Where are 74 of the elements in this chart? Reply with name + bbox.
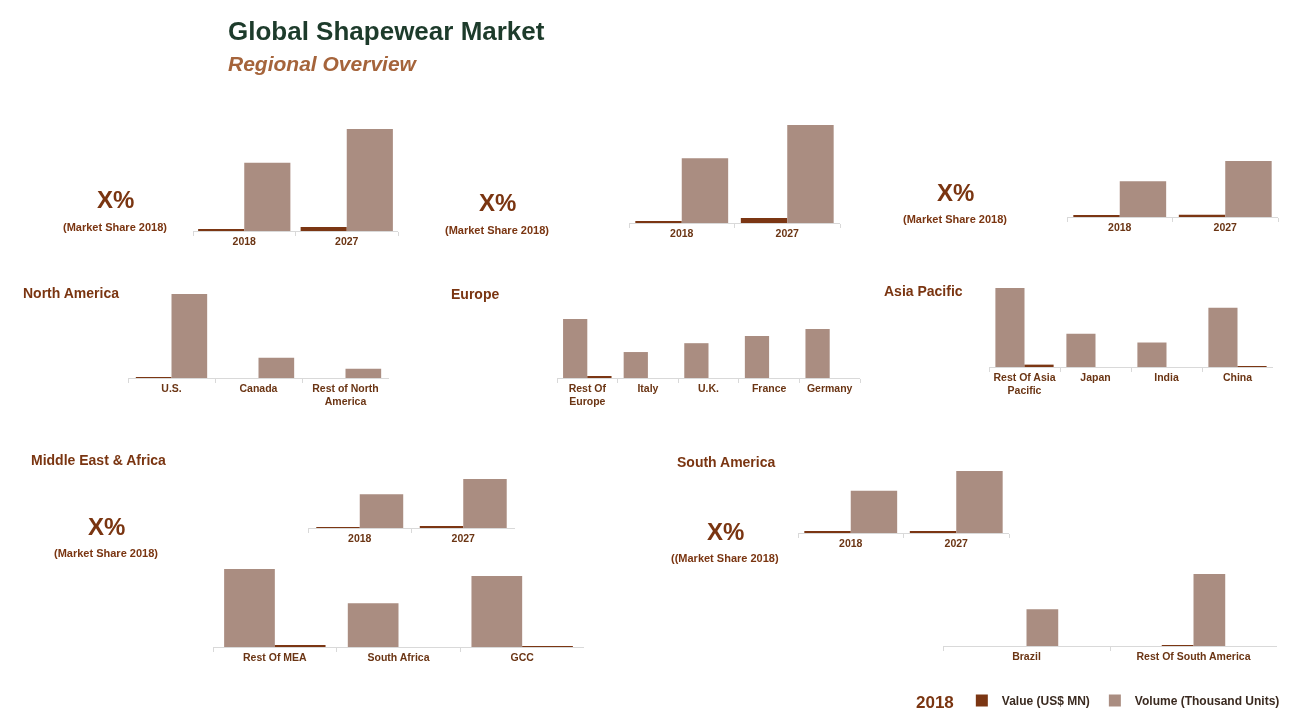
text: Europe <box>451 286 500 302</box>
text: Asia Pacific <box>884 283 963 299</box>
x-tick-label: Canada <box>239 381 278 394</box>
text: (Market Share 2018) <box>445 224 550 236</box>
bar <box>744 336 770 378</box>
bar <box>171 294 208 378</box>
bar <box>805 329 830 378</box>
bar <box>995 288 1025 367</box>
bar <box>244 162 291 231</box>
x-tick-label: 2018 <box>839 536 863 549</box>
bar <box>300 226 347 231</box>
bar <box>463 479 507 528</box>
x-tick-label: Brazil <box>1012 649 1041 662</box>
x-tick-label: 2018 <box>348 531 372 544</box>
text: X% <box>707 518 745 545</box>
x-tick-label: Rest Of MEA <box>243 650 308 663</box>
x-tick-label: Germany <box>806 381 853 394</box>
text: ((Market Share 2018) <box>671 552 779 564</box>
text: X% <box>88 513 126 540</box>
text: South America <box>677 454 776 470</box>
legend-title: 2018 <box>916 693 954 713</box>
bar <box>1137 342 1167 367</box>
x-tick-label: China <box>1222 370 1253 383</box>
text: North America <box>23 285 120 301</box>
bar <box>1119 181 1167 217</box>
bar <box>623 352 648 378</box>
x-tick-label: Rest Of Europe <box>568 381 607 408</box>
bar <box>1225 161 1272 217</box>
text: (Market Share 2018) <box>63 221 168 233</box>
x-tick-label: GCC <box>510 650 535 663</box>
bar <box>681 158 729 223</box>
text: X% <box>97 186 135 213</box>
bar <box>258 357 295 378</box>
x-tick-label: 2027 <box>1213 220 1238 233</box>
bar <box>684 343 709 378</box>
x-tick-label: 2027 <box>451 531 476 544</box>
bar <box>224 569 275 647</box>
bar <box>740 218 788 223</box>
x-tick-label: South Africa <box>367 650 430 663</box>
x-tick-label: Rest of North America <box>312 381 379 408</box>
text: Middle East & Africa <box>31 452 167 468</box>
text: Regional Overview <box>228 52 418 75</box>
bar <box>787 125 834 223</box>
bar <box>850 490 898 533</box>
text: (Market Share 2018) <box>54 547 159 559</box>
bar <box>956 471 1003 533</box>
bar <box>1066 333 1096 367</box>
bar <box>359 494 404 528</box>
bar <box>563 319 588 378</box>
x-tick-label: 2018 <box>670 226 694 239</box>
x-tick-label: Rest Of Asia Pacific <box>993 370 1056 397</box>
text: X% <box>479 189 517 216</box>
x-tick-label: 2027 <box>944 536 969 549</box>
bar <box>346 129 393 231</box>
x-tick-label: Japan <box>1080 370 1111 383</box>
text: X% <box>937 179 975 206</box>
x-tick-label: U.S. <box>161 381 182 394</box>
x-tick-label: U.K. <box>698 381 720 394</box>
x-tick-label: Rest Of South America <box>1136 649 1251 662</box>
x-tick-label: Italy <box>637 381 659 394</box>
bar <box>471 576 523 647</box>
text: (Market Share 2018) <box>903 213 1008 225</box>
x-tick-label: India <box>1154 370 1179 383</box>
bar <box>347 603 399 647</box>
x-tick-label: 2027 <box>335 234 359 247</box>
bar <box>1208 307 1238 367</box>
text: Global Shapewear Market <box>228 16 545 46</box>
x-tick-label: France <box>751 381 787 394</box>
x-tick-label: 2027 <box>775 226 800 239</box>
x-tick-label: 2018 <box>1108 220 1132 233</box>
legend-label: Volume (Thousand Units) <box>1134 694 1280 709</box>
bar <box>198 228 245 231</box>
bar <box>345 368 382 378</box>
legend-label: Value (US$ MN) <box>1001 694 1090 709</box>
